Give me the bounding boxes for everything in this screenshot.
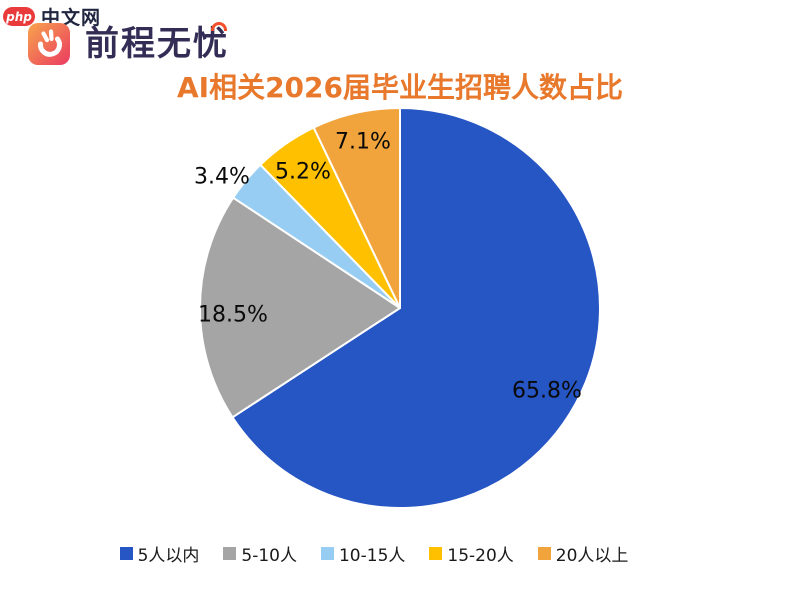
brand-name: 前程无忧 — [85, 22, 229, 64]
hand-icon — [28, 23, 70, 65]
legend-swatch-4 — [537, 547, 551, 560]
slice-label-3: 5.2% — [275, 160, 331, 185]
legend-label-4: 20人以上 — [555, 546, 629, 566]
legend-item-1: 5-10人 — [223, 541, 297, 566]
legend-label-1: 5-10人 — [241, 546, 297, 566]
pie-slice-0 — [231, 107, 601, 509]
legend: 5人以内 5-10人 10-15人 15-20人 20人以上 — [0, 541, 774, 566]
slice-label-1: 18.5% — [198, 303, 268, 328]
legend-item-2: 10-15人 — [320, 541, 406, 566]
legend-item-3: 15-20人 — [429, 541, 514, 566]
legend-label-2: 10-15人 — [338, 546, 406, 566]
slice-label-0: 65.8% — [512, 379, 582, 404]
legend-swatch-3 — [429, 547, 443, 560]
legend-swatch-0 — [119, 547, 133, 560]
slice-label-2: 3.4% — [194, 165, 250, 190]
pie-slice-4 — [312, 107, 401, 309]
legend-swatch-2 — [320, 547, 334, 560]
slice-label-4: 7.1% — [335, 130, 391, 155]
php-logo-badge: php — [3, 7, 35, 26]
chart-title: AI相关2026届毕业生招聘人数占比 — [176, 71, 624, 104]
legend-item-4: 20人以上 — [537, 541, 629, 566]
legend-swatch-1 — [223, 547, 237, 560]
legend-item-0: 5人以内 — [119, 541, 200, 566]
brand-logo: 前程无忧 — [28, 22, 229, 65]
pie-slice-1 — [198, 196, 401, 419]
legend-label-0: 5人以内 — [137, 546, 200, 566]
brand-accent-mark — [211, 22, 227, 31]
legend-label-3: 15-20人 — [447, 546, 514, 566]
